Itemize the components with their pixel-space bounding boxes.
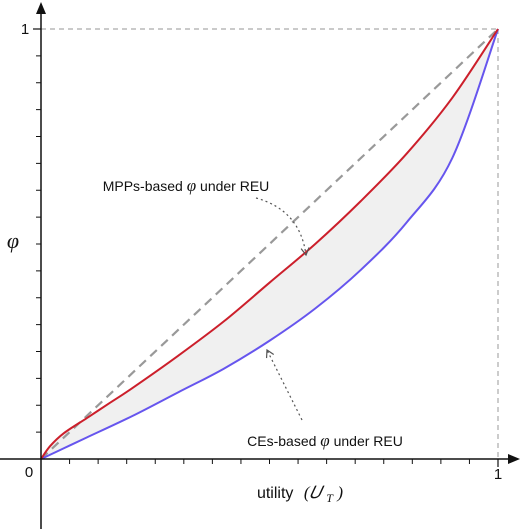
x-axis-label-close-math: ) [336,483,343,502]
mpp-based-curve [40,28,499,460]
x-axis-label-subscript: T [326,491,334,505]
x-minor-ticks [69,459,470,464]
x-tick-label-origin: 0 [25,464,33,481]
y-axis-arrow-icon [36,2,46,14]
x-axis-arrow-icon [508,454,520,464]
ce-annotation-symbol: φ [320,431,329,450]
diagonal-dashed-line [40,28,499,460]
mpp-annotation-label: MPPs-based φ under REU [103,176,270,195]
y-axis-label: φ [7,228,19,253]
ce-annotation-arrow [265,348,303,421]
x-axis-label-text: utility [257,485,293,502]
mpp-annotation-arrow [255,197,310,257]
mpp-annotation-text-before: MPPs-based [103,178,187,194]
x-axis-label-open-math: (𝑈 [304,483,326,502]
mpp-annotation-symbol: φ [187,176,196,195]
ce-based-curve [40,28,499,460]
ce-annotation-text-before: CEs-based [247,433,320,449]
y-minor-ticks [36,55,41,433]
x-tick-label-one: 1 [494,466,502,483]
ce-annotation-text-after: under REU [334,433,403,449]
mpp-annotation-text-after: under REU [200,178,269,194]
y-tick-label-one: 1 [21,21,29,38]
ce-annotation-label: CEs-based φ under REU [247,431,403,450]
x-axis-label: utility (𝑈 T ) [257,483,343,506]
